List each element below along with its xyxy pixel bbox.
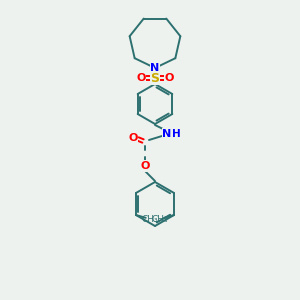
Text: O: O [140, 161, 150, 171]
Text: S: S [151, 71, 160, 85]
Text: CH₃: CH₃ [152, 214, 168, 224]
Text: O: O [128, 133, 138, 143]
Text: N: N [150, 63, 160, 73]
Text: CH₃: CH₃ [142, 214, 158, 224]
Text: H: H [172, 129, 180, 139]
Text: N: N [162, 129, 172, 139]
Text: O: O [164, 73, 174, 83]
Text: O: O [136, 73, 146, 83]
